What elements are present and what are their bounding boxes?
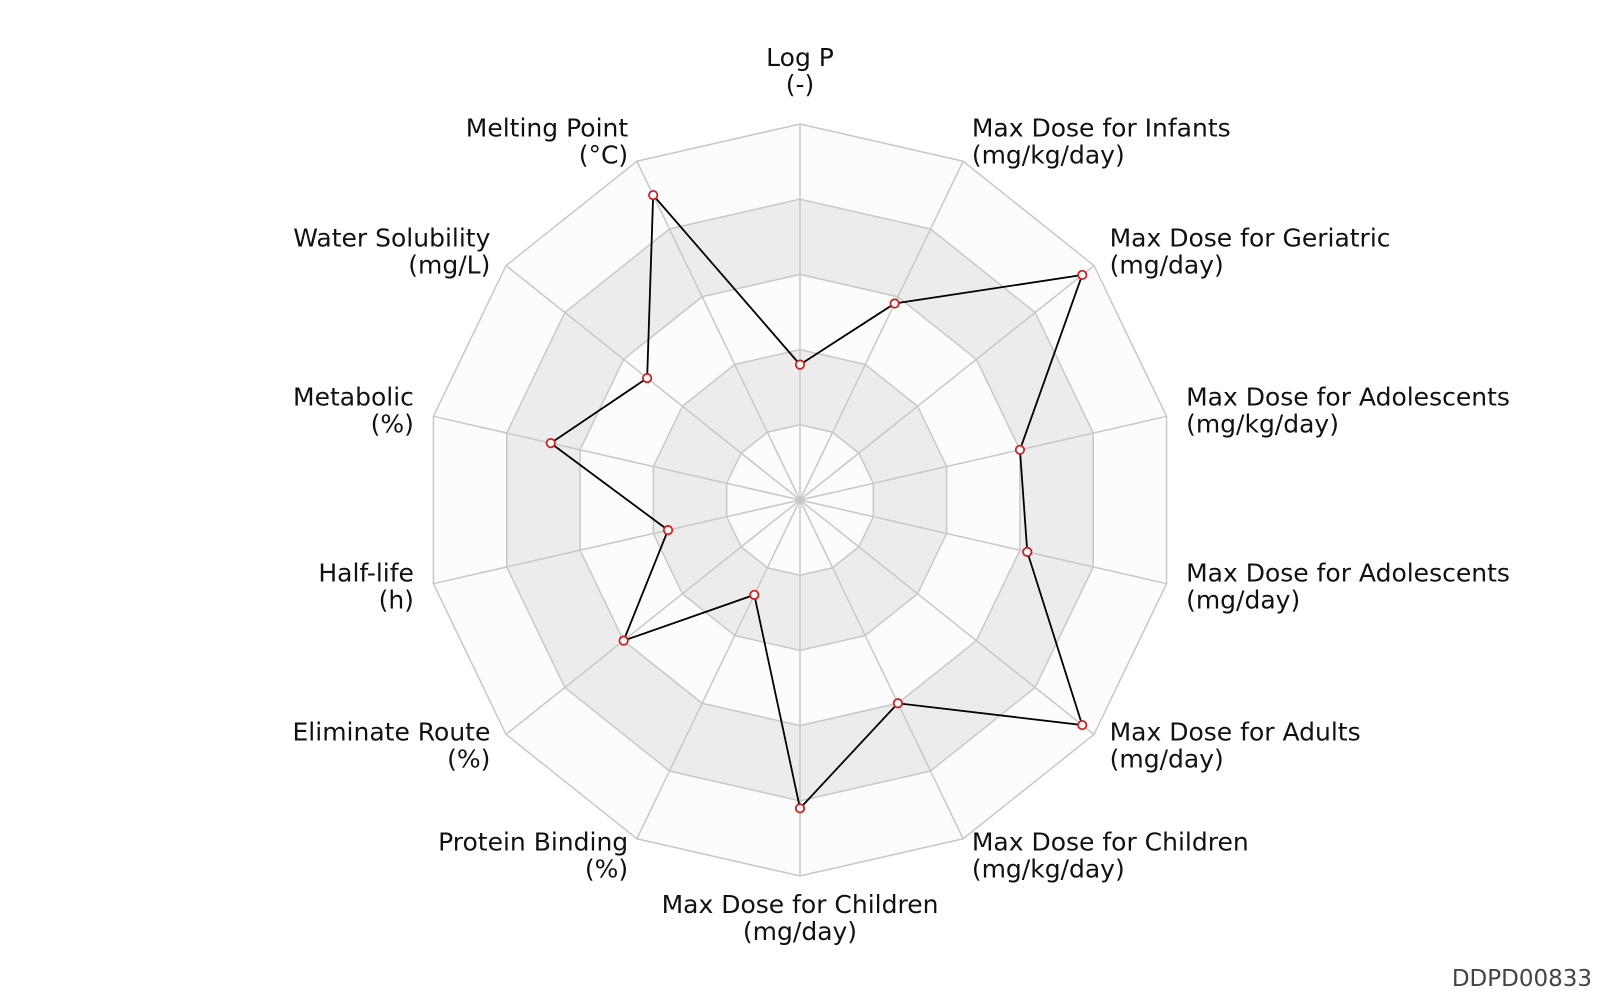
axis-spoke bbox=[799, 415, 1167, 501]
axis-spoke bbox=[505, 499, 801, 736]
axis-label: Protein Binding (%) bbox=[438, 827, 628, 883]
axis-label-unit: (%) bbox=[585, 854, 628, 883]
radar-spokes bbox=[433, 124, 1167, 876]
axis-label-name: Eliminate Route bbox=[293, 717, 491, 746]
axis-label-unit: (mg/day) bbox=[1110, 251, 1224, 280]
radar-series bbox=[545, 190, 1088, 814]
axis-label: Max Dose for Adolescents (mg/kg/day) bbox=[1186, 382, 1510, 438]
axis-label: Log P (-) bbox=[766, 43, 834, 99]
axis-label-unit: (h) bbox=[379, 586, 414, 615]
radar-axis-labels: Log P (-)Max Dose for Infants (mg/kg/day)M… bbox=[293, 43, 1510, 946]
axis-label: Melting Point (°C) bbox=[466, 114, 629, 170]
axis-spoke bbox=[433, 499, 801, 585]
axis-label-unit: (°C) bbox=[579, 141, 628, 170]
axis-label-unit: (%) bbox=[447, 744, 490, 773]
axis-label-name: Log P bbox=[766, 43, 834, 72]
axis-spoke bbox=[799, 499, 1095, 736]
data-point bbox=[618, 635, 629, 646]
axis-label-name: Protein Binding bbox=[438, 827, 628, 856]
axis-label-name: Melting Point bbox=[466, 114, 629, 143]
axis-label-unit: (mg/kg/day) bbox=[1186, 409, 1339, 438]
axis-label-unit: (mg/kg/day) bbox=[972, 854, 1125, 883]
data-point bbox=[662, 525, 674, 536]
axis-label: Metabolic (%) bbox=[293, 382, 414, 438]
axis-label-name: Max Dose for Adults bbox=[1110, 717, 1361, 746]
axis-label-name: Max Dose for Adolescents bbox=[1186, 559, 1510, 588]
axis-label-name: Water Solubility bbox=[293, 224, 490, 253]
axis-label-name: Max Dose for Infants bbox=[972, 114, 1231, 143]
axis-label: Max Dose for Adults (mg/day) bbox=[1110, 717, 1361, 773]
axis-label-unit: (%) bbox=[371, 409, 414, 438]
axis-label-unit: (mg/day) bbox=[1110, 744, 1224, 773]
axis-label: Max Dose for Children (mg/day) bbox=[662, 890, 939, 946]
axis-spoke bbox=[799, 499, 1167, 585]
data-point bbox=[794, 803, 806, 814]
axis-spoke bbox=[505, 264, 801, 501]
axis-label-unit: (mg/day) bbox=[1186, 586, 1300, 615]
data-point bbox=[889, 298, 900, 309]
axis-label: Max Dose for Children (mg/kg/day) bbox=[972, 827, 1249, 883]
axis-label-unit: (-) bbox=[786, 70, 815, 99]
data-point bbox=[545, 438, 556, 449]
axis-label: Eliminate Route (%) bbox=[293, 717, 491, 773]
data-point bbox=[648, 190, 659, 201]
data-point bbox=[642, 372, 653, 384]
axis-label-unit: (mg/L) bbox=[408, 251, 490, 280]
axis-label-name: Max Dose for Children bbox=[972, 827, 1249, 856]
axis-label-name: Max Dose for Children bbox=[662, 890, 939, 919]
data-point bbox=[749, 589, 760, 600]
axis-label-unit: (mg/kg/day) bbox=[972, 141, 1125, 170]
axis-spoke bbox=[636, 499, 801, 840]
data-point bbox=[892, 698, 903, 709]
data-point bbox=[794, 359, 806, 370]
data-point bbox=[1022, 546, 1033, 557]
axis-label: Max Dose for Adolescents (mg/day) bbox=[1186, 559, 1510, 615]
data-point bbox=[1077, 719, 1088, 731]
axis-label: Max Dose for Geriatric (mg/day) bbox=[1110, 224, 1391, 280]
axis-spoke bbox=[433, 415, 801, 501]
axis-label-name: Metabolic bbox=[293, 382, 414, 411]
axis-spoke bbox=[799, 160, 964, 501]
axis-label-unit: (mg/day) bbox=[743, 917, 857, 946]
axis-label: Max Dose for Infants (mg/kg/day) bbox=[972, 114, 1231, 170]
chart-id-label: DDPD00833 bbox=[1451, 966, 1592, 992]
data-point bbox=[1077, 269, 1088, 281]
axis-label: Water Solubility (mg/L) bbox=[293, 224, 490, 280]
axis-label-name: Max Dose for Adolescents bbox=[1186, 382, 1510, 411]
axis-label-name: Max Dose for Geriatric bbox=[1110, 224, 1391, 253]
axis-label-name: Half-life bbox=[318, 559, 414, 588]
data-point bbox=[1014, 444, 1026, 455]
axis-spoke bbox=[636, 160, 801, 501]
axis-spoke bbox=[799, 264, 1095, 501]
axis-spoke bbox=[799, 499, 964, 840]
axis-label: Half-life (h) bbox=[318, 559, 414, 615]
